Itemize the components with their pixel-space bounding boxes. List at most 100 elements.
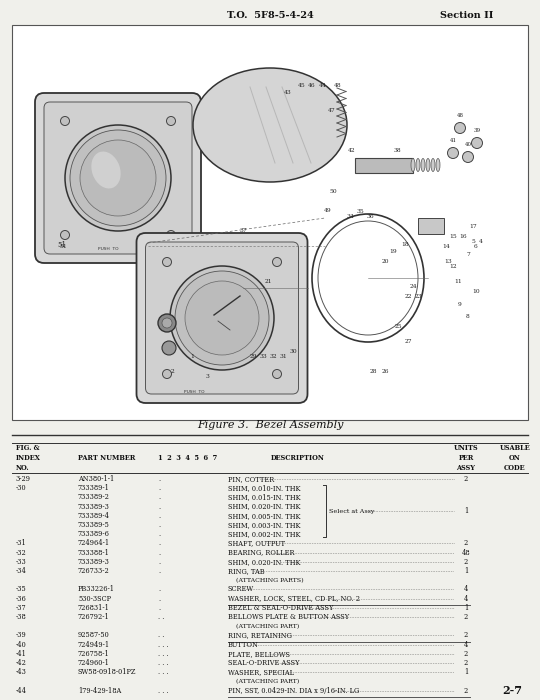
Text: 2: 2 — [171, 369, 175, 374]
Text: 24: 24 — [409, 284, 417, 289]
Bar — [418, 218, 444, 234]
Text: 9: 9 — [458, 302, 462, 307]
Text: -37: -37 — [16, 604, 26, 612]
Text: -30: -30 — [16, 484, 26, 492]
Text: -32: -32 — [16, 549, 27, 557]
Text: -42: -42 — [16, 659, 27, 667]
Text: 530-3SCP: 530-3SCP — [78, 594, 111, 603]
Text: 31: 31 — [279, 354, 287, 359]
Text: 29: 29 — [249, 354, 256, 359]
Text: UNITS
PER
ASSY: UNITS PER ASSY — [454, 444, 478, 472]
Text: SHIM, 0.015-IN. THK: SHIM, 0.015-IN. THK — [228, 494, 301, 501]
Text: 47: 47 — [328, 108, 336, 113]
Text: (ATTACHING PART): (ATTACHING PART) — [228, 624, 299, 629]
Text: SHIM, 0.003-IN. THK: SHIM, 0.003-IN. THK — [228, 521, 300, 529]
Text: .: . — [158, 567, 160, 575]
Text: .: . — [158, 540, 160, 547]
Text: . . .: . . . — [158, 687, 168, 694]
Text: 4: 4 — [464, 585, 468, 594]
Text: 23: 23 — [414, 294, 422, 299]
Text: 17: 17 — [469, 224, 477, 229]
Text: 32: 32 — [269, 354, 277, 359]
Text: 733389-6: 733389-6 — [78, 530, 110, 538]
Text: 1: 1 — [464, 668, 468, 676]
Text: 7: 7 — [466, 252, 470, 257]
Text: SCREW: SCREW — [228, 585, 254, 594]
Text: 726831-1: 726831-1 — [78, 604, 110, 612]
Text: .: . — [158, 521, 160, 529]
Circle shape — [80, 140, 156, 216]
Text: Section II: Section II — [440, 11, 493, 20]
Circle shape — [60, 230, 70, 239]
Text: 733389-3: 733389-3 — [78, 503, 110, 510]
Text: 733389-5: 733389-5 — [78, 521, 110, 529]
Text: WASHER, SPECIAL: WASHER, SPECIAL — [228, 668, 294, 676]
Text: 22: 22 — [404, 294, 412, 299]
Text: SHIM, 0.005-IN. THK: SHIM, 0.005-IN. THK — [228, 512, 300, 520]
Text: .: . — [158, 503, 160, 510]
Text: 2: 2 — [464, 613, 468, 621]
Text: SW58-0918-01PZ: SW58-0918-01PZ — [78, 668, 137, 676]
Text: 39: 39 — [474, 128, 481, 133]
Text: 4: 4 — [464, 594, 468, 603]
Text: 3-29: 3-29 — [16, 475, 31, 483]
Text: 15: 15 — [449, 234, 457, 239]
Ellipse shape — [91, 151, 120, 188]
Circle shape — [273, 258, 281, 267]
Text: .: . — [158, 530, 160, 538]
Text: 724964-1: 724964-1 — [78, 540, 110, 547]
Text: 4: 4 — [464, 640, 468, 649]
Text: 10: 10 — [472, 289, 480, 294]
Text: .: . — [158, 494, 160, 501]
Text: 48: 48 — [334, 83, 342, 88]
Text: -34: -34 — [16, 567, 27, 575]
Text: 50: 50 — [329, 189, 337, 194]
Text: FIG. &
INDEX
NO.: FIG. & INDEX NO. — [16, 444, 41, 472]
Text: 16: 16 — [459, 234, 467, 239]
Text: 11: 11 — [454, 279, 462, 284]
Text: 34: 34 — [346, 214, 354, 219]
Text: 179-429-18A: 179-429-18A — [78, 687, 122, 694]
Text: 2: 2 — [464, 631, 468, 639]
FancyBboxPatch shape — [44, 102, 192, 254]
Text: -40: -40 — [16, 640, 27, 649]
Text: 2-7: 2-7 — [502, 685, 522, 696]
Ellipse shape — [426, 158, 430, 172]
Text: -39: -39 — [16, 631, 27, 639]
Text: AN380-1-1: AN380-1-1 — [78, 475, 114, 483]
Ellipse shape — [193, 68, 347, 182]
Circle shape — [170, 266, 274, 370]
Text: -41: -41 — [16, 650, 27, 658]
FancyBboxPatch shape — [145, 242, 299, 394]
Circle shape — [166, 116, 176, 125]
Circle shape — [273, 370, 281, 379]
Text: -44: -44 — [16, 687, 27, 694]
Text: 8: 8 — [466, 314, 470, 319]
Text: Select at Assy: Select at Assy — [329, 509, 375, 514]
Text: 6: 6 — [474, 244, 478, 249]
Text: 48: 48 — [456, 113, 463, 118]
Text: 4: 4 — [479, 239, 483, 244]
Text: 19: 19 — [389, 249, 397, 254]
Text: 35: 35 — [356, 209, 364, 214]
Text: PLATE, BELLOWS: PLATE, BELLOWS — [228, 650, 290, 658]
Text: -38: -38 — [16, 613, 27, 621]
Text: 726733-2: 726733-2 — [78, 567, 110, 575]
Circle shape — [163, 370, 172, 379]
Text: 36: 36 — [366, 214, 374, 219]
Text: 1  2  3  4  5  6  7: 1 2 3 4 5 6 7 — [158, 454, 217, 462]
Text: PB33226-1: PB33226-1 — [78, 585, 115, 594]
FancyBboxPatch shape — [137, 233, 307, 403]
Text: .: . — [158, 558, 160, 566]
Text: .: . — [158, 549, 160, 557]
Text: PIN, COTTER: PIN, COTTER — [228, 475, 274, 483]
Text: 18: 18 — [401, 242, 409, 247]
Text: SHIM, 0.020-IN. THK: SHIM, 0.020-IN. THK — [228, 503, 300, 510]
Text: BUTTON: BUTTON — [228, 640, 259, 649]
Text: .: . — [158, 512, 160, 520]
Circle shape — [65, 125, 171, 231]
Text: 49: 49 — [324, 208, 332, 213]
Circle shape — [448, 148, 458, 158]
Text: SHAFT, OUTPUT: SHAFT, OUTPUT — [228, 540, 285, 547]
Text: 2: 2 — [464, 659, 468, 667]
